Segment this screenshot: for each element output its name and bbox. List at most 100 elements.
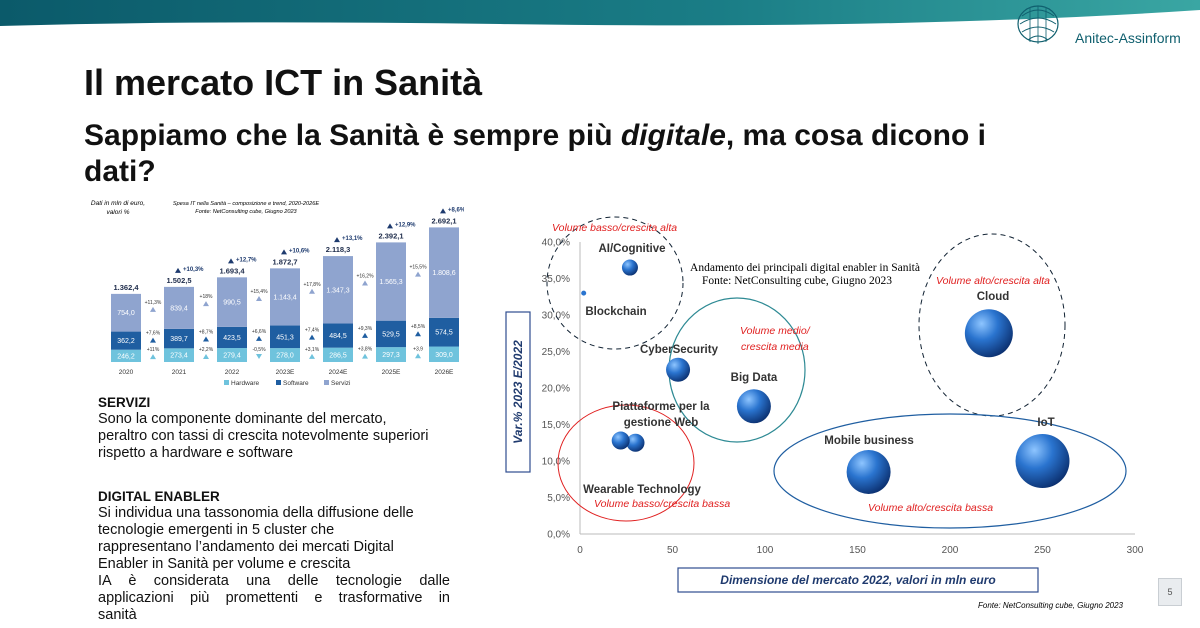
- legend-label: Servizi: [331, 380, 351, 386]
- section-digital-enabler-line: applicazioni più promettenti e trasforma…: [98, 590, 450, 606]
- software-value-label: 484,5: [329, 333, 347, 340]
- software-value-label: 423,5: [223, 335, 241, 342]
- section-digital-enabler-line: tecnologie emergenti in 5 cluster che: [98, 522, 335, 538]
- y-tick-label: 15,0%: [542, 420, 570, 431]
- series-growth-label: +3,9: [413, 346, 423, 352]
- section-servizi-line: rispetto a hardware e software: [98, 445, 294, 461]
- brand-name: Anitec-Assinform: [1075, 30, 1181, 46]
- bar-category-label: 2022: [225, 369, 240, 376]
- legend-swatch: [324, 380, 329, 385]
- cluster-label: Volume medio/: [740, 325, 811, 337]
- header-band-graphic: [0, 0, 1200, 26]
- bubble-chart-title: Andamento dei principali digital enabler…: [690, 262, 920, 274]
- point-label: Big Data: [731, 372, 778, 384]
- point-label: Blockchain: [585, 306, 646, 318]
- bar-category-label: 2020: [119, 369, 134, 376]
- x-tick-label: 150: [849, 545, 866, 556]
- servizi-bar: [429, 227, 459, 318]
- series-growth-label: +18%: [200, 294, 213, 300]
- growth-arrow-icon: [415, 353, 421, 359]
- growth-arrow-icon: [309, 288, 315, 294]
- growth-arrow-icon: [256, 335, 262, 341]
- section-servizi: SERVIZI Sono la componente dominante del…: [98, 394, 450, 462]
- software-value-label: 362,2: [117, 338, 135, 345]
- x-tick-label: 200: [942, 545, 959, 556]
- software-bar: [429, 317, 459, 347]
- y-tick-label: 35,0%: [542, 274, 570, 285]
- series-growth-label: +3,1%: [305, 347, 320, 353]
- hardware-bar: [270, 348, 300, 362]
- total-value-label: 2.392,1: [378, 231, 403, 240]
- page-title: Il mercato ICT in Sanità: [84, 62, 483, 103]
- series-growth-label: +2,2%: [199, 347, 214, 353]
- x-tick-label: 300: [1127, 545, 1144, 556]
- servizi-value-label: 1.347,3: [326, 287, 349, 294]
- hardware-bar: [111, 349, 141, 362]
- growth-arrow-icon: [415, 331, 421, 337]
- logo-icon: [1017, 5, 1059, 44]
- point-label: gestione Web: [624, 417, 699, 429]
- servizi-bar: [111, 293, 141, 332]
- bar-category-label: 2021: [172, 369, 187, 376]
- y-tick-label: 20,0%: [542, 384, 570, 395]
- servizi-value-label: 990,5: [223, 300, 241, 307]
- servizi-bar: [323, 256, 353, 324]
- hardware-value-label: 286,5: [329, 352, 347, 359]
- x-axis-title-box: [677, 567, 1039, 593]
- bubble-point: [621, 259, 638, 276]
- series-growth-label: +8,5%: [411, 324, 426, 330]
- total-growth-arrow-icon: [387, 223, 393, 229]
- hardware-value-label: 279,4: [223, 353, 241, 360]
- bubble-point: [846, 449, 891, 494]
- bar-category-label: 2026E: [435, 369, 454, 376]
- total-growth-label: +8,6%: [448, 207, 464, 213]
- total-growth-label: +12,9%: [395, 222, 416, 228]
- slide-number: 5: [1158, 578, 1182, 606]
- growth-arrow-icon: [309, 334, 315, 340]
- series-growth-label: +17,8%: [303, 282, 321, 288]
- series-growth-label: +15,5%: [409, 265, 427, 271]
- total-growth-arrow-icon: [228, 258, 234, 264]
- point-label: CyberSecurity: [640, 344, 719, 356]
- bubble-point: [736, 389, 771, 424]
- x-tick-label: 0: [577, 545, 583, 556]
- bar-chart-title: Spesa IT nella Sanità – composizione e t…: [173, 201, 319, 207]
- growth-arrow-icon: [362, 332, 368, 338]
- series-growth-label: +11%: [147, 347, 160, 353]
- bar-chart-unit-note-l2: valori %: [106, 209, 129, 216]
- total-growth-arrow-icon: [440, 208, 446, 214]
- digital-enabler-bubble-chart: Andamento dei principali digital enabler…: [505, 216, 1144, 610]
- y-tick-label: 25,0%: [542, 347, 570, 358]
- bubble-chart-source: Fonte: NetConsulting cube, Giugno 2023: [702, 275, 892, 287]
- total-value-label: 1.693,4: [219, 266, 245, 275]
- x-tick-label: 250: [1034, 545, 1051, 556]
- bar-category-label: 2023E: [276, 369, 295, 376]
- section-digital-enabler-line: Enabler in Sanità per volume e crescita: [98, 556, 351, 572]
- total-growth-arrow-icon: [175, 267, 181, 273]
- total-growth-label: +12,7%: [236, 257, 257, 263]
- legend-swatch: [224, 380, 229, 385]
- section-servizi-heading: SERVIZI: [98, 395, 151, 410]
- growth-arrow-icon: [150, 337, 156, 343]
- hardware-bar: [429, 346, 459, 362]
- hardware-value-label: 297,3: [382, 352, 400, 359]
- legend-label: Software: [283, 380, 309, 386]
- series-growth-label: +9,3%: [358, 326, 373, 332]
- x-tick-label: 50: [667, 545, 679, 556]
- software-bar: [270, 325, 300, 349]
- servizi-bar: [217, 277, 247, 327]
- bubble-point: [964, 309, 1013, 358]
- bar-category-label: 2025E: [382, 369, 401, 376]
- point-label: Cloud: [977, 291, 1010, 303]
- point-label: Wearable Technology: [583, 484, 701, 496]
- software-value-label: 451,3: [276, 334, 294, 341]
- y-tick-label: 0,0%: [547, 530, 570, 541]
- total-growth-arrow-icon: [281, 249, 287, 255]
- hardware-bar: [217, 348, 247, 362]
- software-bar: [164, 328, 194, 349]
- total-growth-label: +10,3%: [183, 267, 204, 273]
- subtitle-emphasis: digitale: [620, 119, 726, 152]
- point-label: IoT: [1037, 417, 1054, 429]
- bar-chart-source: Fonte: NetConsulting cube, Giugno 2023: [195, 209, 297, 215]
- cluster-label: crescita media: [741, 341, 809, 353]
